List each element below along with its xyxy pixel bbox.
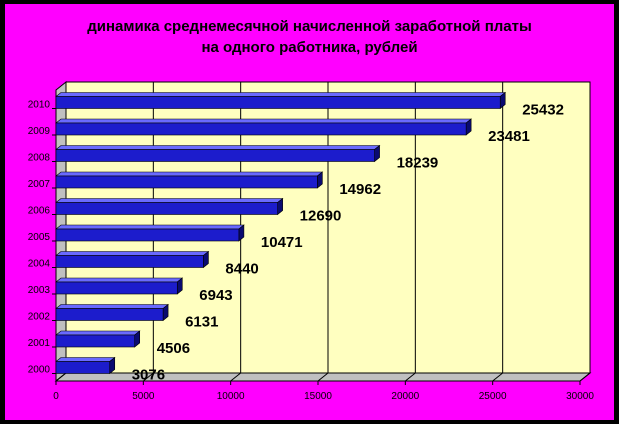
x-tick-label: 0 <box>53 391 59 402</box>
y-tick-label: 2003 <box>28 285 51 296</box>
bar-2010 <box>55 91 507 110</box>
x-tick-label: 15000 <box>304 391 332 402</box>
y-tick-label: 2002 <box>28 312 51 323</box>
y-tick-label: 2000 <box>28 365 51 376</box>
gridline-floor <box>492 372 503 382</box>
data-label: 6131 <box>185 314 218 331</box>
x-axis-ticks: 0 5000 10000 15000 20000 25000 30000 <box>53 381 594 402</box>
gridline-floor <box>317 372 329 382</box>
bar-top-face <box>55 330 141 336</box>
y-axis-ticks: 2000 2001 2002 2003 2004 2005 2006 2007 2008 2009… <box>28 100 56 376</box>
gridline-floor <box>405 372 416 382</box>
bar-front-face <box>55 228 240 242</box>
gridline-floor <box>230 372 241 382</box>
bar-top-face <box>55 171 324 177</box>
bar-2006 <box>55 197 284 216</box>
bar-front-face <box>55 96 501 109</box>
x-tick-label: 30000 <box>566 391 594 402</box>
bar-2003 <box>55 277 184 295</box>
bar-top-face <box>55 357 116 362</box>
bar-2002 <box>55 303 169 322</box>
y-tick-label: 2005 <box>28 232 51 243</box>
bar-top-face <box>55 251 210 256</box>
y-tick-label: 2009 <box>28 126 51 137</box>
data-label: 3076 <box>132 367 165 384</box>
gridline-floor <box>143 372 154 382</box>
bar-2008 <box>55 144 381 163</box>
bar-top-face <box>55 145 381 150</box>
chart-title-line-2: на одного работника, рублей <box>201 39 418 56</box>
y-tick-label: 2008 <box>28 153 51 164</box>
y-tick-label: 2007 <box>28 179 51 190</box>
bar-top-face <box>55 92 507 97</box>
x-tick-label: 5000 <box>132 391 155 402</box>
bar-front-face <box>55 281 178 295</box>
bar-2005 <box>55 224 245 242</box>
y-tick-label: 2004 <box>28 259 51 270</box>
gridline-floor <box>55 372 67 382</box>
bar-2007 <box>55 171 324 189</box>
data-label: 8440 <box>225 261 258 278</box>
y-tick-label: 2006 <box>28 206 51 217</box>
bar-top-face <box>55 224 245 230</box>
bar-front-face <box>55 122 467 136</box>
bar-top-face <box>55 118 472 124</box>
bar-top-face <box>55 277 184 283</box>
y-tick-label: 2001 <box>28 338 51 349</box>
bar-2000 <box>55 356 116 375</box>
data-label: 14962 <box>339 181 381 198</box>
bar-front-face <box>55 361 111 374</box>
bar-top-face <box>55 198 284 203</box>
bar-front-face <box>55 308 164 321</box>
bar-front-face <box>55 334 136 348</box>
bar-front-face <box>55 175 318 189</box>
data-label: 25432 <box>522 102 564 119</box>
bar-2001 <box>55 330 141 348</box>
gridline-floor <box>579 372 591 382</box>
bar-front-face <box>55 255 204 268</box>
data-label: 23481 <box>488 128 530 145</box>
data-label: 12690 <box>300 208 342 225</box>
bar-front-face <box>55 202 278 215</box>
data-label: 18239 <box>397 155 439 172</box>
chart-title-line-1: динамика среднемесячной начисленной зара… <box>87 18 532 35</box>
bars <box>55 91 507 375</box>
data-label: 6943 <box>199 287 232 304</box>
data-label: 10471 <box>261 234 303 251</box>
bar-front-face <box>55 149 375 162</box>
x-tick-label: 25000 <box>479 391 507 402</box>
bar-top-face <box>55 304 169 309</box>
data-label: 4506 <box>157 340 190 357</box>
bar-2004 <box>55 250 210 269</box>
x-tick-label: 20000 <box>391 391 419 402</box>
chart-title: динамика среднемесячной начисленной зара… <box>0 16 619 58</box>
y-tick-label: 2010 <box>28 100 51 111</box>
bar-2009 <box>55 118 472 136</box>
x-tick-label: 10000 <box>217 391 245 402</box>
